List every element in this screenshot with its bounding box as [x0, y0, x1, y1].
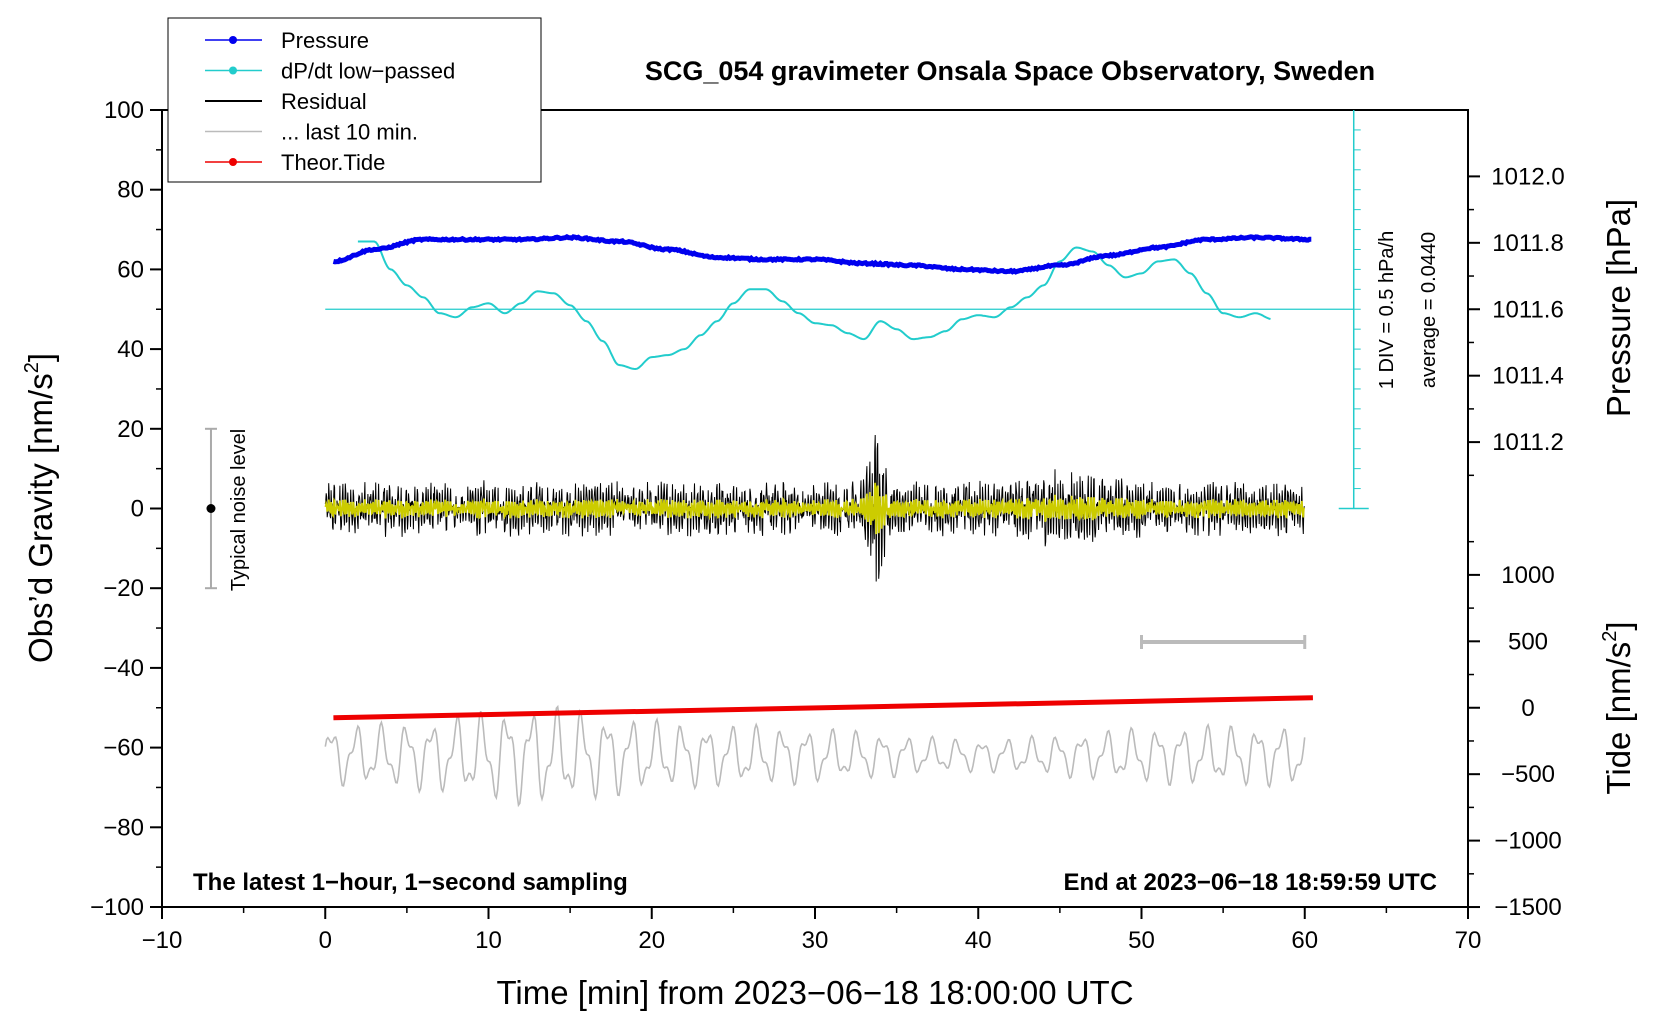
series-dpdt	[357, 240, 1271, 371]
x-tick-label: 40	[965, 927, 992, 954]
pressure-tick-label: 1011.6	[1492, 296, 1564, 323]
y-tick-label: 20	[117, 416, 144, 443]
x-axis-label: Time [min] from 2023−06−18 18:00:00 UTC	[496, 974, 1133, 1011]
pressure-tick-label: 1011.2	[1492, 429, 1564, 456]
pressure-axis-label: Pressure [hPa]	[1600, 199, 1637, 417]
x-tick-label: 20	[638, 927, 665, 954]
x-tick-label: 30	[802, 927, 829, 954]
y-tick-label: −80	[103, 814, 144, 841]
tide-tick-label: 1000	[1501, 562, 1554, 589]
y-axis-label: Obs’d Gravity [nm/s2]	[21, 353, 59, 663]
legend-swatch-marker	[229, 36, 237, 44]
legend-label: ... last 10 min.	[281, 120, 418, 145]
legend-items: Pressure dP/dt low−passed Residual ... last…	[205, 28, 455, 175]
pressure-tick-label: 1011.8	[1492, 230, 1564, 257]
pressure-tick-label: 1011.4	[1492, 363, 1564, 390]
tide-axis-label-main: Tide [nm/s	[1600, 642, 1637, 795]
legend-label: Pressure	[281, 28, 369, 53]
legend-label: dP/dt low−passed	[281, 59, 455, 84]
series-residual	[324, 434, 1305, 582]
noise-level-label: Typical noise level	[228, 429, 250, 591]
x-tick-label: 50	[1128, 927, 1155, 954]
y-tick-label: 100	[104, 97, 144, 124]
legend-swatch-marker	[229, 66, 237, 75]
y-axis-label-main: Obs’d Gravity [nm/s	[22, 373, 59, 663]
y-tick-label: −100	[90, 894, 144, 921]
y-tick-label: 60	[117, 256, 144, 283]
legend-label: Theor.Tide	[281, 150, 385, 175]
y-tick-label: −40	[103, 655, 144, 682]
x-tick-label: 60	[1291, 927, 1318, 954]
tide-axis-label-close: ]	[1600, 621, 1637, 630]
tide-tick-label: −1500	[1494, 894, 1561, 921]
y-tick-label: 0	[131, 496, 144, 523]
ticks-group: −10 0 10 20 30 40 50 60 70100806040200−20−40−60−…	[90, 97, 1565, 954]
series-theor-tide	[333, 695, 1313, 721]
div-label: 1 DIV = 0.5 hPa/h	[1376, 231, 1398, 389]
tide-axis-label: Tide [nm/s2]	[1599, 621, 1637, 794]
y-axis-label-close: ]	[22, 353, 59, 362]
legend-label: Residual	[281, 89, 367, 114]
series-residual-last-min	[324, 482, 1306, 535]
legend: Pressure dP/dt low−passed Residual ... last…	[167, 17, 542, 183]
tide-tick-label: −1000	[1494, 828, 1561, 855]
x-tick-label: 10	[475, 927, 502, 954]
annotation-lines	[204, 110, 1369, 649]
y-axis-label-sup: 2	[21, 362, 43, 373]
series-pressure	[332, 233, 1312, 275]
tide-tick-label: 500	[1508, 628, 1548, 655]
y-tick-label: 40	[117, 336, 144, 363]
note-left: The latest 1−hour, 1−second sampling	[193, 869, 628, 896]
average-label: average = 0.0440	[1418, 232, 1440, 388]
y-tick-label: −20	[103, 575, 144, 602]
y-tick-label: −60	[103, 735, 144, 762]
y-tick-label: 80	[117, 177, 144, 204]
pressure-tick-label: 1012.0	[1491, 163, 1564, 190]
x-tick-label: 0	[319, 927, 332, 954]
tide-axis-label-sup: 2	[1599, 631, 1621, 642]
x-tick-label: −10	[142, 927, 183, 954]
series-group	[324, 233, 1313, 808]
tide-tick-label: −500	[1501, 761, 1555, 788]
legend-swatch-marker	[229, 158, 237, 166]
note-right: End at 2023−06−18 18:59:59 UTC	[1063, 869, 1437, 896]
series-last-10-min	[324, 704, 1306, 808]
noise-bar-dot	[206, 504, 216, 513]
x-tick-label: 70	[1455, 927, 1482, 954]
tide-tick-label: 0	[1521, 695, 1534, 722]
chart-title: SCG_054 gravimeter Onsala Space Observat…	[645, 56, 1375, 86]
